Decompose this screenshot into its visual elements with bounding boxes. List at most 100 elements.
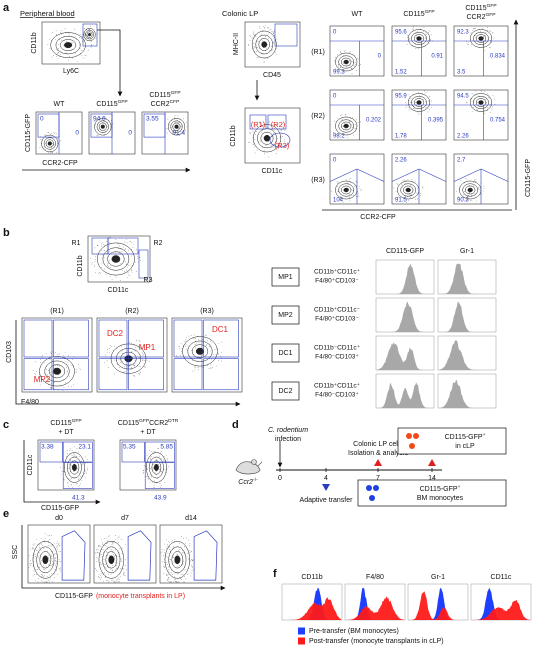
event-dot: [340, 65, 342, 66]
event-dot: [422, 187, 424, 189]
event-dot: [103, 135, 105, 136]
event-dot: [182, 574, 184, 575]
event-dot: [194, 367, 196, 369]
event-dot: [255, 36, 257, 37]
contour: [44, 360, 70, 382]
event-dot: [407, 178, 409, 180]
event-dot: [150, 476, 152, 478]
event-dot: [119, 261, 121, 263]
event-dot: [42, 581, 44, 583]
event-dot: [487, 27, 488, 28]
axis-label: CD11c: [27, 454, 34, 475]
event-dot: [74, 455, 76, 457]
contour: [253, 124, 281, 153]
event-dot: [141, 352, 143, 354]
event-dot: [60, 386, 62, 387]
contour: [338, 119, 355, 133]
event-dot: [76, 448, 78, 450]
event-dot: [489, 30, 491, 32]
event-dot: [357, 191, 359, 193]
event-dot: [84, 473, 85, 474]
event-dot: [181, 569, 183, 571]
event-dot: [99, 577, 101, 579]
event-dot: [471, 93, 473, 94]
axis-label: CD115-GFP: [525, 159, 532, 197]
event-dot: [113, 346, 115, 347]
event-dot: [165, 128, 167, 130]
event-dot: [261, 132, 263, 133]
event-dot: [170, 559, 171, 560]
gate: [61, 530, 86, 581]
event-dot: [29, 548, 31, 550]
event-dot: [65, 52, 66, 54]
event-dot: [216, 348, 217, 350]
event-dot: [76, 369, 78, 371]
event-dot: [50, 545, 52, 547]
event-dot: [46, 575, 48, 577]
event-dot: [146, 476, 148, 477]
event-dot: [173, 557, 175, 559]
contour: [96, 120, 109, 133]
event-dot: [154, 463, 156, 465]
marker-title: Gr-1: [431, 574, 445, 581]
event-dot: [249, 35, 251, 36]
info-box: [397, 427, 507, 455]
event-dot: [489, 97, 490, 99]
event-dot: [418, 92, 419, 93]
population-markers: F4/80⁺CD103⁻: [315, 278, 359, 285]
gate-value: 3.5: [457, 70, 466, 76]
event-dot: [268, 122, 270, 123]
axis-label: CD11c: [262, 168, 283, 175]
event-dot: [79, 367, 81, 369]
event-dot: [340, 115, 342, 116]
event-dot: [493, 38, 495, 39]
event-dot: [168, 577, 170, 579]
event-dot: [56, 142, 58, 144]
event-dot: [77, 483, 78, 484]
event-dot: [28, 567, 30, 569]
event-dot: [411, 102, 413, 103]
plot-title: (R2): [125, 308, 139, 315]
event-dot: [192, 560, 194, 561]
contour: [257, 128, 277, 149]
event-dot: [50, 565, 52, 566]
event-dot: [42, 568, 44, 570]
event-dot: [58, 353, 60, 355]
event-dot: [124, 572, 126, 574]
text-part: Colonic LP cells: [353, 441, 403, 448]
event-dot: [210, 340, 211, 342]
contour: [97, 242, 135, 276]
event-dot: [421, 38, 423, 39]
event-dot: [484, 34, 486, 36]
contour: [100, 124, 105, 129]
event-dot: [54, 382, 56, 384]
population-name: MP2: [278, 312, 293, 319]
event-dot: [405, 96, 406, 98]
event-dot: [411, 179, 413, 180]
event-dot: [408, 103, 410, 105]
event-dot: [344, 50, 346, 51]
plot-title: d7: [121, 515, 129, 522]
panel-letter: f: [273, 568, 277, 580]
histogram: [439, 340, 495, 370]
event-dot: [129, 363, 131, 365]
event-dot: [116, 581, 118, 583]
event-dot: [100, 267, 102, 268]
event-dot: [147, 468, 148, 470]
event-dot: [357, 121, 359, 123]
event-dot: [180, 343, 182, 345]
superscript: DTR: [168, 418, 179, 424]
event-dot: [192, 559, 194, 561]
event-dot: [55, 30, 57, 31]
event-dot: [268, 32, 270, 34]
event-dot: [56, 548, 58, 550]
event-dot: [95, 551, 97, 553]
event-dot: [120, 561, 122, 562]
panel-letter: a: [3, 2, 10, 14]
event-dot: [105, 577, 106, 578]
marker-title: CD11c: [491, 574, 512, 581]
event-dot: [150, 455, 152, 457]
event-dot: [50, 388, 52, 390]
event-dot: [29, 563, 31, 565]
contour: [174, 124, 179, 129]
